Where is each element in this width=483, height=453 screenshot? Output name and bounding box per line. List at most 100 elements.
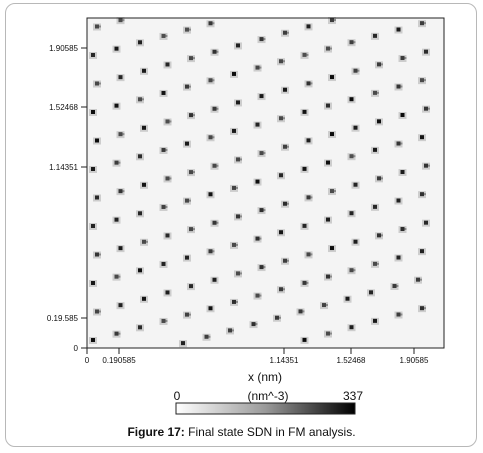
density-spot-fringe bbox=[334, 190, 336, 193]
density-spot bbox=[114, 160, 119, 165]
colorbar-max-label: 337 bbox=[343, 389, 363, 403]
density-spot bbox=[161, 318, 166, 323]
density-spot bbox=[349, 97, 354, 102]
density-spot bbox=[118, 303, 123, 308]
density-spot-fringe bbox=[404, 228, 407, 231]
density-spot-fringe bbox=[189, 28, 191, 31]
density-spot bbox=[138, 97, 142, 102]
density-spot bbox=[204, 334, 209, 339]
density-spot bbox=[349, 211, 354, 216]
density-spot bbox=[349, 325, 354, 330]
density-spot-fringe bbox=[283, 60, 285, 63]
density-spot-fringe bbox=[306, 281, 309, 284]
density-spot bbox=[208, 192, 213, 197]
density-spot bbox=[95, 309, 99, 314]
density-spot-fringe bbox=[263, 152, 266, 155]
density-spot bbox=[345, 296, 350, 301]
colorbar-gradient bbox=[175, 402, 356, 415]
density-spot bbox=[373, 33, 377, 38]
density-spot-fringe bbox=[255, 323, 258, 326]
density-spot bbox=[259, 265, 264, 270]
density-spot-fringe bbox=[236, 243, 238, 246]
density-spot bbox=[353, 182, 358, 187]
density-spot-fringe bbox=[165, 319, 168, 322]
density-spot-fringe bbox=[193, 57, 195, 60]
density-spot bbox=[189, 56, 193, 61]
density-spot bbox=[255, 179, 260, 184]
density-spot bbox=[208, 21, 213, 26]
density-spot bbox=[420, 78, 424, 83]
density-spot bbox=[251, 322, 256, 327]
density-spot bbox=[400, 56, 405, 61]
x-tick-label: 1.14351 bbox=[270, 356, 299, 365]
density-spot-fringe bbox=[310, 196, 313, 199]
y-axis: 1.90585 1.52468 1.14351 0.19.585 0 bbox=[47, 44, 87, 353]
density-spot bbox=[114, 331, 119, 336]
density-spot bbox=[279, 59, 283, 64]
density-spot bbox=[306, 24, 311, 29]
density-spot-fringe bbox=[353, 269, 356, 272]
density-spot bbox=[161, 147, 166, 152]
density-spot-fringe bbox=[118, 332, 121, 335]
density-spot bbox=[91, 167, 95, 171]
density-spot bbox=[416, 277, 420, 282]
density-spot bbox=[212, 49, 217, 54]
density-spot bbox=[259, 151, 264, 156]
density-spot-fringe bbox=[263, 266, 266, 269]
x-tick-label: 0 bbox=[85, 356, 90, 365]
density-spot-fringe bbox=[236, 186, 238, 189]
density-spot bbox=[114, 46, 119, 51]
density-spot-fringe bbox=[142, 98, 144, 101]
density-spot bbox=[349, 40, 354, 45]
density-spot bbox=[161, 90, 166, 95]
density-spot-fringe bbox=[122, 19, 125, 22]
density-spot bbox=[118, 75, 123, 80]
density-spot-fringe bbox=[400, 313, 403, 316]
density-spot bbox=[185, 255, 189, 260]
density-spot bbox=[95, 81, 99, 86]
density-spot bbox=[259, 208, 264, 213]
density-spot-fringe bbox=[420, 278, 422, 281]
density-spot-fringe bbox=[330, 275, 332, 278]
density-spot-fringe bbox=[99, 82, 101, 85]
density-spot bbox=[306, 195, 311, 200]
density-spot bbox=[91, 224, 95, 228]
density-spot bbox=[306, 81, 311, 86]
density-spot bbox=[349, 268, 354, 273]
density-spot bbox=[396, 255, 401, 260]
density-spot-fringe bbox=[263, 38, 266, 41]
density-spot bbox=[424, 106, 428, 111]
density-spot-fringe bbox=[169, 177, 172, 180]
density-spot-fringe bbox=[189, 313, 191, 316]
density-spot-fringe bbox=[404, 57, 407, 60]
density-spot bbox=[326, 331, 330, 336]
density-spot bbox=[373, 204, 377, 209]
density-spot bbox=[161, 33, 166, 38]
density-spot-fringe bbox=[279, 316, 281, 319]
x-tick-label: 0.190585 bbox=[102, 356, 136, 365]
density-spot-fringe bbox=[353, 41, 356, 44]
density-spot bbox=[95, 138, 99, 143]
density-spot bbox=[302, 52, 307, 57]
density-spot bbox=[420, 135, 424, 140]
density-spot-fringe bbox=[208, 335, 211, 338]
density-spot bbox=[236, 100, 240, 105]
density-spot-fringe bbox=[424, 79, 426, 82]
density-spot-fringe bbox=[310, 253, 313, 256]
density-spot bbox=[232, 71, 236, 76]
density-spot-fringe bbox=[424, 307, 426, 310]
density-spot-fringe bbox=[118, 161, 121, 164]
density-spot-fringe bbox=[240, 215, 242, 218]
density-spot bbox=[353, 125, 358, 130]
density-spot bbox=[118, 189, 123, 194]
density-spot bbox=[91, 338, 95, 342]
density-spot-fringe bbox=[212, 136, 215, 139]
density-spot bbox=[330, 189, 334, 194]
density-spot-fringe bbox=[169, 120, 172, 123]
density-spot bbox=[279, 230, 283, 235]
figure-caption: Figure 17: Final state SDN in FM analysi… bbox=[0, 425, 483, 439]
density-spot bbox=[326, 46, 330, 51]
density-spot bbox=[396, 141, 401, 146]
y-tick-label: 0 bbox=[74, 344, 79, 353]
density-spot bbox=[142, 182, 146, 187]
